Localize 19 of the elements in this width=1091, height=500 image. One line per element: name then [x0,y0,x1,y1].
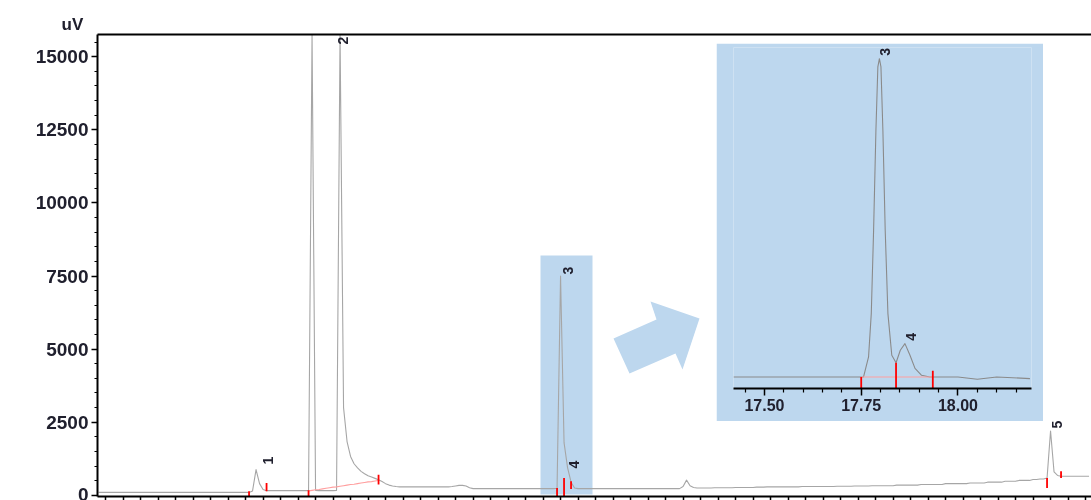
y-tick-label: 5000 [46,338,89,360]
y-tick-label: 12500 [35,119,89,141]
x-tick-label: 17.50 [744,396,785,414]
y-tick-label: 7500 [46,265,89,287]
y-tick-label: 15000 [35,46,89,68]
annotation: 5 [1048,420,1065,429]
y-tick-label: 0 [77,483,89,500]
annotation: 2 [334,36,351,45]
annotation: 4 [565,460,582,469]
y-axis-title: uV [61,14,84,34]
annotation: 3 [877,47,894,56]
annotation: 3 [559,266,576,275]
y-tick-label: 2500 [46,411,89,433]
x-tick-label: 18.00 [937,396,979,414]
annotation: 4 [902,332,919,341]
annotation: 1 [259,456,276,465]
line-series [308,479,380,492]
x-tick-label: 17.75 [841,396,882,414]
y-tick-label: 10000 [35,192,89,214]
